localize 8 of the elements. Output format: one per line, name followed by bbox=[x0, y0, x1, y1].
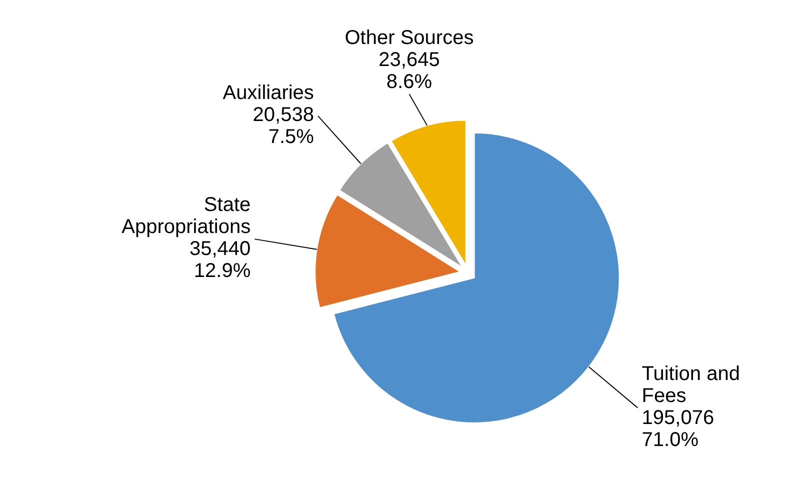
data-label: 195,076 71.0% bbox=[642, 406, 714, 451]
slice-label: Tuition and Fees bbox=[642, 362, 740, 407]
slice-label: Auxiliaries bbox=[222, 82, 314, 104]
data-label: 20,538 7.5% bbox=[252, 104, 314, 148]
slice-label: State Appropriations bbox=[122, 194, 251, 238]
slice-label: Other Sources bbox=[344, 26, 474, 49]
data-label: 35,440 12.9% bbox=[189, 238, 251, 282]
data-label: 23,645 8.6% bbox=[378, 48, 440, 93]
